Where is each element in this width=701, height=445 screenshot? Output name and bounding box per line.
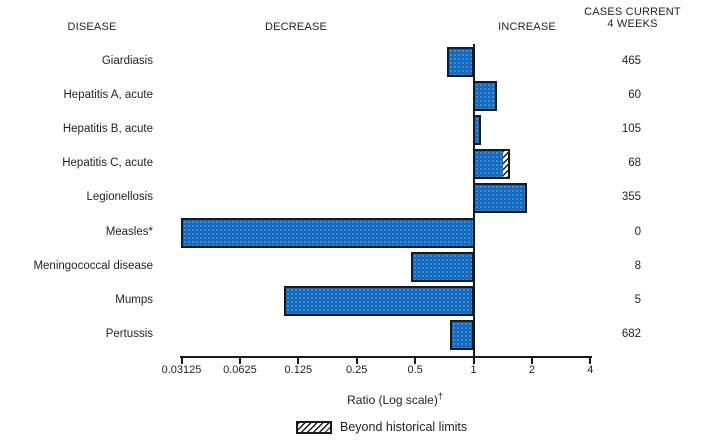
x-axis-tick [472,357,475,364]
ratio-bar [447,46,475,77]
x-axis-tick [238,357,241,364]
ratio-bar [410,251,475,282]
cases-value: 682 [621,328,641,341]
x-axis-tick-label: 2 [528,363,535,376]
x-axis-title: Ratio (Log scale)† [295,391,495,407]
cases-value: 68 [628,157,641,170]
legend-label: Beyond historical limits [340,420,468,434]
x-axis-tick [297,357,300,364]
x-axis-tick-label: 0.25 [345,363,368,376]
row-label-legionellosis: Legionellosis [86,191,154,204]
ratio-bar [450,320,475,351]
row-label-mumps: Mumps [115,293,153,306]
cases-value: 355 [621,191,641,204]
beyond-historical-limits-segment [503,151,508,178]
ratio-bar [472,80,498,111]
x-axis-tick [589,357,592,364]
row-label-meningococcal-disease: Meningococcal disease [33,259,153,272]
cases-value: 60 [628,88,641,101]
legend-hatch-swatch [296,421,332,434]
row-label-pertussis: Pertussis [105,328,153,341]
cases-value: 5 [634,293,641,306]
x-axis-tick-label: 4 [587,363,594,376]
cases-value: 8 [634,259,641,272]
x-axis-line [180,355,592,358]
column-header-increase: INCREASE [498,21,556,33]
x-axis-tick [180,357,183,364]
ratio-bar [472,183,528,214]
x-axis-tick-label: 0.125 [284,363,313,376]
row-label-giardiasis: Giardiasis [101,54,153,67]
cases-value: 105 [621,122,641,135]
x-axis-tick-label: 0.03125 [161,363,202,376]
x-axis-tick-label: 0.0625 [223,363,257,376]
x-axis-title-dagger: † [437,391,443,401]
column-header-cases-line1: CASES CURRENT [584,6,681,18]
cases-value: 465 [621,54,641,67]
ratio-bar [472,149,510,180]
column-header-disease: DISEASE [67,21,117,33]
x-axis-tick [530,357,533,364]
x-axis-tick-label: 0.5 [407,363,423,376]
x-axis-title-text: Ratio (Log scale) [347,393,438,407]
column-header-cases: CASES CURRENT 4 WEEKS [570,6,695,30]
row-label-measles: Measles* [105,225,153,238]
row-label-hepatitis-c-acute: Hepatitis C, acute [62,157,153,170]
ratio-bar [284,285,475,316]
column-header-cases-line2: 4 WEEKS [607,18,658,30]
x-axis-tick [414,357,417,364]
x-axis-tick-label: 1 [470,363,477,376]
ratio-bar [472,114,481,145]
row-label-hepatitis-a-acute: Hepatitis A, acute [63,88,154,101]
column-header-decrease: DECREASE [264,21,328,33]
ratio-bar [180,217,475,248]
row-label-hepatitis-b-acute: Hepatitis B, acute [62,122,153,135]
cases-value: 0 [634,225,641,238]
x-axis-tick [355,357,358,364]
